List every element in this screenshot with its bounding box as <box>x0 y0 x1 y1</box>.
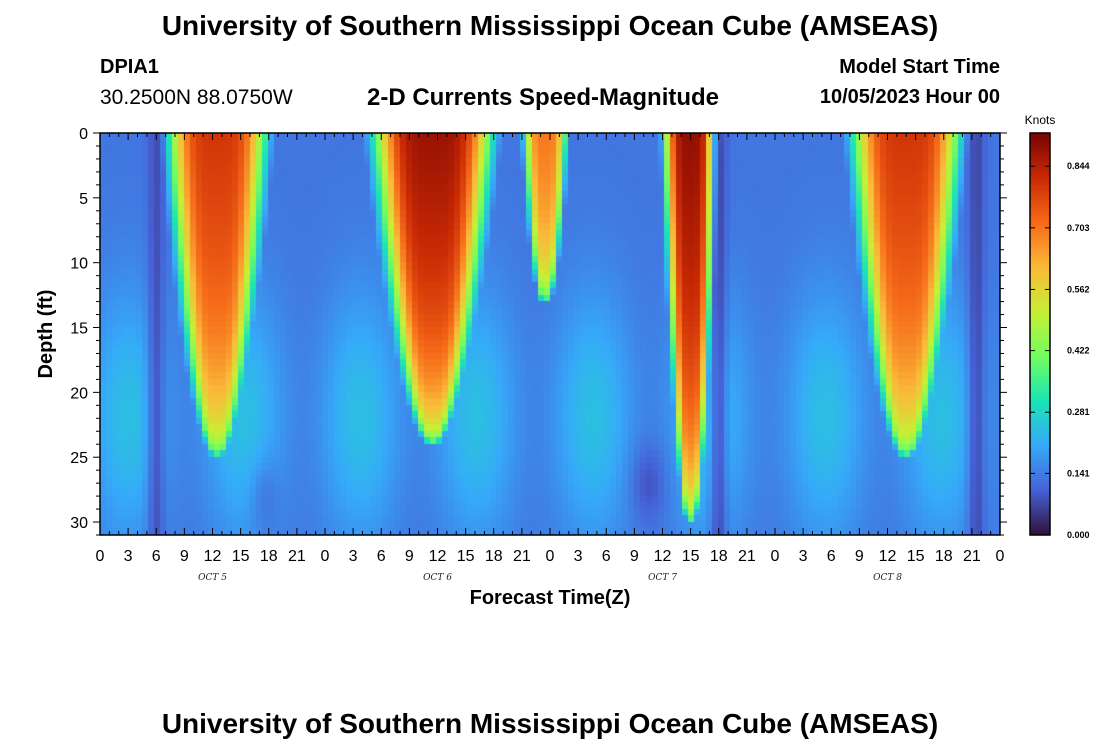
x-tick-label: 21 <box>738 548 756 565</box>
plot-frame <box>99 132 1001 536</box>
colorbar-tick-label: 0.000 <box>1067 530 1090 540</box>
x-tick-label: 9 <box>855 548 864 565</box>
x-tick-label: 21 <box>288 548 306 565</box>
date-label: OCT 8 <box>873 573 902 583</box>
x-tick-label: 12 <box>204 548 222 565</box>
colorbar-tick-label: 0.703 <box>1067 223 1090 233</box>
plot-title: 2-D Currents Speed-Magnitude <box>367 84 720 111</box>
y-tick-label: 30 <box>70 515 88 532</box>
y-tick-label: 20 <box>70 385 88 402</box>
x-tick-label: 0 <box>771 548 780 565</box>
x-tick-label: 0 <box>996 548 1005 565</box>
colorbar-gradient <box>1030 133 1050 535</box>
x-tick-label: 18 <box>260 548 278 565</box>
colorbar-tick-label: 0.422 <box>1067 346 1090 356</box>
date-label: OCT 5 <box>198 573 227 583</box>
model-start-label: Model Start Time <box>839 56 1000 78</box>
colorbar-tick-label: 0.562 <box>1067 284 1090 294</box>
y-tick-label: 0 <box>79 126 88 143</box>
colorbar-tick-label: 0.844 <box>1067 161 1090 171</box>
x-tick-label: 15 <box>682 548 700 565</box>
x-tick-label: 12 <box>879 548 897 565</box>
x-tick-label: 15 <box>232 548 250 565</box>
x-tick-label: 3 <box>574 548 583 565</box>
date-label: OCT 7 <box>648 573 677 583</box>
y-tick-label: 25 <box>70 450 88 467</box>
x-tick-label: 18 <box>485 548 503 565</box>
x-tick-label: 21 <box>513 548 531 565</box>
colorbar-title: Knots <box>1025 113 1056 127</box>
x-tick-label: 3 <box>349 548 358 565</box>
x-tick-label: 6 <box>602 548 611 565</box>
x-tick-label: 3 <box>799 548 808 565</box>
page-title: University of Southern Mississippi Ocean… <box>161 10 939 41</box>
colorbar-tick-label: 0.281 <box>1067 407 1090 417</box>
x-tick-label: 15 <box>907 548 925 565</box>
x-tick-label: 15 <box>457 548 475 565</box>
station-coordinates: 30.2500N 88.0750W <box>100 86 293 109</box>
colorbar-tick-label: 0.141 <box>1067 468 1090 478</box>
x-tick-label: 3 <box>124 548 133 565</box>
x-tick-label: 18 <box>935 548 953 565</box>
x-tick-label: 0 <box>321 548 330 565</box>
x-tick-label: 9 <box>630 548 639 565</box>
x-tick-label: 12 <box>429 548 447 565</box>
x-tick-label: 6 <box>152 548 161 565</box>
x-tick-label: 6 <box>827 548 836 565</box>
x-tick-label: 6 <box>377 548 386 565</box>
colorbar-frame <box>1029 132 1051 536</box>
date-label: OCT 6 <box>423 573 452 583</box>
footer-title: University of Southern Mississippi Ocean… <box>161 708 939 739</box>
x-tick-label: 21 <box>963 548 981 565</box>
x-tick-label: 0 <box>96 548 105 565</box>
x-tick-label: 9 <box>180 548 189 565</box>
y-tick-label: 5 <box>79 191 88 208</box>
x-tick-label: 12 <box>654 548 672 565</box>
x-tick-label: 9 <box>405 548 414 565</box>
y-tick-label: 10 <box>70 256 88 273</box>
current-speed-heatmap <box>100 133 1000 535</box>
y-axis-label: Depth (ft) <box>35 290 57 379</box>
x-axis-label: Forecast Time(Z) <box>470 587 631 609</box>
y-tick-label: 15 <box>70 321 88 338</box>
model-start-value: 10/05/2023 Hour 00 <box>819 86 1000 108</box>
station-id: DPIA1 <box>100 56 159 78</box>
x-tick-label: 0 <box>546 548 555 565</box>
x-tick-label: 18 <box>710 548 728 565</box>
